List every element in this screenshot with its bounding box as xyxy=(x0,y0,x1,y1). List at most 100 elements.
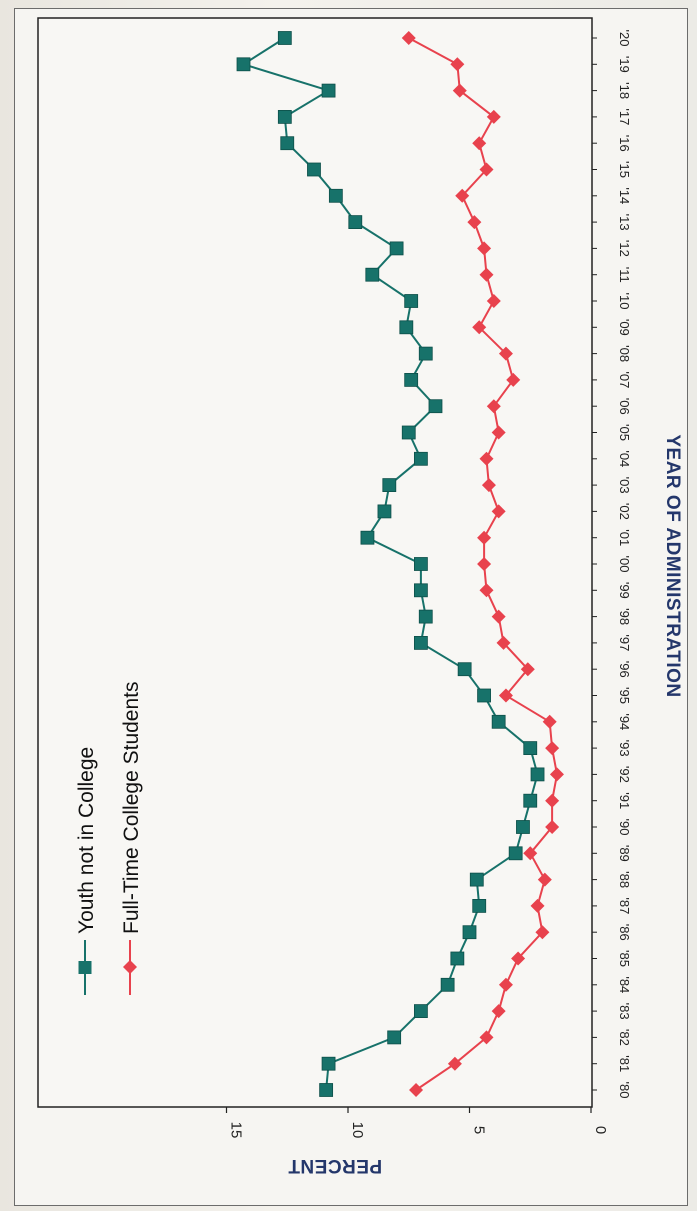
data-point xyxy=(491,504,506,519)
x-tick-label: '85 xyxy=(617,950,632,967)
x-axis-title: YEAR OF ADMINISTRATION xyxy=(662,434,683,697)
y-axis-ticks: 0 5 10 15 xyxy=(225,1107,609,1139)
data-point xyxy=(280,136,295,151)
data-point xyxy=(467,215,482,230)
x-tick-label: '10 xyxy=(617,293,632,310)
data-point xyxy=(413,636,428,650)
x-tick-label: '09 xyxy=(617,319,632,336)
x-tick-label: '12 xyxy=(617,240,632,257)
data-point xyxy=(506,372,521,387)
x-tick-label: '07 xyxy=(617,371,632,388)
x-tick-label: '91 xyxy=(617,792,632,809)
data-point xyxy=(413,451,428,466)
data-point xyxy=(404,372,419,387)
data-point xyxy=(321,83,336,98)
data-point xyxy=(537,872,552,887)
x-tick-label: '84 xyxy=(617,976,632,993)
data-point xyxy=(413,1004,428,1018)
x-tick-label: '96 xyxy=(617,661,632,678)
data-point xyxy=(491,425,506,440)
data-point xyxy=(491,714,506,729)
data-point xyxy=(508,846,523,861)
plot-area xyxy=(37,17,593,1108)
x-tick-label: '98 xyxy=(617,608,632,625)
data-point xyxy=(498,977,513,992)
legend: Youth not in College Full-Time College St… xyxy=(75,682,143,995)
data-point xyxy=(511,951,526,966)
y-tick-label: 0 xyxy=(592,1126,609,1134)
data-point xyxy=(545,793,560,808)
legend-item: Full-Time College Students xyxy=(120,682,143,995)
x-tick-label: '02 xyxy=(617,503,632,520)
x-tick-label: '83 xyxy=(617,1003,632,1020)
data-point xyxy=(477,530,492,545)
series-full-time-college-students xyxy=(401,31,564,1097)
data-point xyxy=(455,188,470,203)
x-tick-label: '90 xyxy=(617,819,632,836)
y-axis-title: PERCENT xyxy=(288,1155,382,1176)
legend-marker xyxy=(123,960,137,974)
x-tick-label: '80 xyxy=(617,1082,632,1099)
y-tick-label: 5 xyxy=(471,1126,488,1134)
x-tick-label: '89 xyxy=(617,845,632,862)
x-tick-label: '87 xyxy=(617,897,632,914)
x-tick-label: '92 xyxy=(617,766,632,783)
data-point xyxy=(440,977,455,992)
data-point xyxy=(472,899,487,913)
x-tick-label: '11 xyxy=(617,267,632,283)
data-point xyxy=(479,267,494,282)
data-point xyxy=(277,110,292,124)
x-tick-label: '81 xyxy=(617,1055,632,1072)
x-tick-label: '94 xyxy=(617,713,632,730)
data-point xyxy=(498,346,513,361)
data-point xyxy=(545,741,560,756)
data-point xyxy=(535,925,550,940)
data-point xyxy=(530,898,545,913)
data-point xyxy=(387,1030,402,1045)
data-point xyxy=(462,925,477,940)
x-tick-label: '86 xyxy=(617,924,632,941)
x-tick-label: '06 xyxy=(617,398,632,415)
data-point xyxy=(447,1056,462,1071)
legend-marker xyxy=(78,961,92,974)
x-tick-label: '16 xyxy=(617,135,632,152)
legend-item: Youth not in College xyxy=(75,747,98,995)
data-point xyxy=(549,767,564,782)
data-point xyxy=(491,609,506,624)
data-point xyxy=(477,557,492,571)
data-point xyxy=(496,635,511,650)
data-point xyxy=(481,478,496,493)
x-tick-label: '14 xyxy=(617,187,632,204)
data-point xyxy=(377,504,392,519)
x-tick-label: '18 xyxy=(617,82,632,99)
data-point xyxy=(328,188,343,203)
x-tick-label: '99 xyxy=(617,582,632,599)
y-tick-label: 10 xyxy=(349,1122,366,1139)
x-tick-label: '08 xyxy=(617,345,632,362)
data-point xyxy=(401,425,416,440)
x-tick-label: '97 xyxy=(617,634,632,651)
data-point xyxy=(479,583,494,598)
data-point xyxy=(401,31,416,45)
data-point xyxy=(236,57,251,72)
data-point xyxy=(472,136,487,151)
data-point xyxy=(404,294,419,308)
data-point xyxy=(409,1083,424,1097)
series-layer xyxy=(236,31,564,1097)
data-point xyxy=(523,846,538,861)
data-point xyxy=(418,609,433,624)
data-point xyxy=(413,557,428,571)
x-tick-label: '17 xyxy=(617,108,632,125)
data-point xyxy=(477,688,491,703)
x-tick-label: '19 xyxy=(617,56,632,73)
data-point xyxy=(321,1056,336,1071)
x-tick-label: '01 xyxy=(617,529,632,546)
x-tick-label: '88 xyxy=(617,871,632,888)
x-tick-label: '00 xyxy=(617,556,632,573)
data-point xyxy=(479,1030,494,1045)
data-point xyxy=(486,294,501,308)
data-point xyxy=(457,662,472,677)
data-point xyxy=(389,241,404,256)
